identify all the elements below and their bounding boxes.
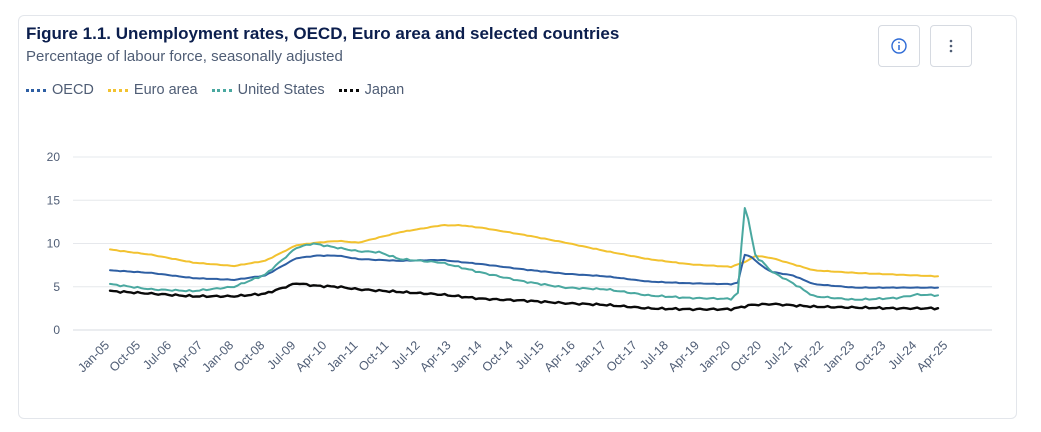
x-tick-label-jul-06: Jul-06	[140, 338, 174, 372]
x-tick-label-oct-17: Oct-17	[604, 338, 640, 374]
figure-subtitle: Percentage of labour force, seasonally a…	[26, 48, 343, 65]
series-line-oecd	[109, 253, 939, 289]
y-tick-label-20: 20	[47, 150, 61, 164]
x-tick-label-jul-15: Jul-15	[513, 338, 547, 372]
x-tick-label-apr-07: Apr-07	[169, 338, 205, 374]
more-vertical-icon	[949, 39, 953, 53]
info-icon	[891, 38, 907, 54]
info-button[interactable]	[878, 25, 920, 67]
x-tick-label-jan-20: Jan-20	[696, 338, 733, 375]
legend-label-united-states: United States	[237, 82, 325, 98]
x-tick-label-jul-18: Jul-18	[637, 338, 671, 372]
x-tick-label-apr-16: Apr-16	[541, 338, 577, 374]
legend-item-euro-area[interactable]: Euro area	[107, 82, 198, 98]
legend-label-euro-area: Euro area	[133, 82, 198, 98]
x-tick-label-jan-14: Jan-14	[448, 338, 485, 375]
series-line-euro-area	[109, 224, 939, 278]
legend-item-united-states[interactable]: United States	[211, 82, 325, 98]
legend-swatch-japan	[338, 88, 359, 92]
more-options-button[interactable]	[930, 25, 972, 67]
x-tick-label-jul-09: Jul-09	[264, 338, 298, 372]
x-tick-label-jan-08: Jan-08	[199, 338, 236, 375]
x-tick-label-jan-11: Jan-11	[324, 338, 360, 374]
legend-label-japan: Japan	[364, 82, 405, 98]
y-tick-label-10: 10	[47, 237, 61, 251]
x-tick-label-oct-23: Oct-23	[852, 338, 888, 374]
x-tick-label-jan-17: Jan-17	[572, 338, 609, 375]
x-tick-label-oct-05: Oct-05	[107, 338, 143, 374]
x-tick-label-jul-12: Jul-12	[389, 338, 423, 372]
x-tick-label-oct-08: Oct-08	[231, 338, 267, 374]
x-tick-label-jul-24: Jul-24	[885, 338, 919, 372]
x-tick-label-jul-21: Jul-21	[761, 338, 795, 372]
legend-swatch-united-states	[211, 88, 232, 92]
series-line-united-states	[109, 207, 939, 301]
x-tick-label-apr-25: Apr-25	[914, 338, 950, 374]
series-line-japan	[108, 282, 940, 312]
legend-swatch-euro-area	[107, 88, 128, 92]
y-tick-label-0: 0	[53, 323, 60, 337]
chart-legend: OECD Euro area United States Japan	[26, 82, 404, 98]
legend-item-japan[interactable]: Japan	[338, 82, 405, 98]
x-tick-label-apr-10: Apr-10	[293, 338, 329, 374]
x-tick-label-jan-23: Jan-23	[820, 338, 857, 375]
x-tick-label-jan-05: Jan-05	[75, 338, 112, 375]
x-tick-label-apr-22: Apr-22	[790, 338, 826, 374]
y-tick-label-15: 15	[47, 193, 61, 207]
y-tick-label-5: 5	[53, 280, 60, 294]
legend-item-oecd[interactable]: OECD	[26, 82, 94, 98]
x-tick-label-oct-20: Oct-20	[728, 338, 764, 374]
x-tick-label-oct-11: Oct-11	[356, 338, 392, 374]
figure-title: Figure 1.1. Unemployment rates, OECD, Eu…	[26, 24, 620, 43]
x-tick-label-apr-19: Apr-19	[666, 338, 702, 374]
legend-label-oecd: OECD	[52, 82, 94, 98]
x-tick-label-apr-13: Apr-13	[417, 338, 453, 374]
x-tick-label-oct-14: Oct-14	[479, 338, 515, 374]
legend-swatch-oecd	[26, 88, 46, 92]
chart-card	[18, 15, 1017, 419]
